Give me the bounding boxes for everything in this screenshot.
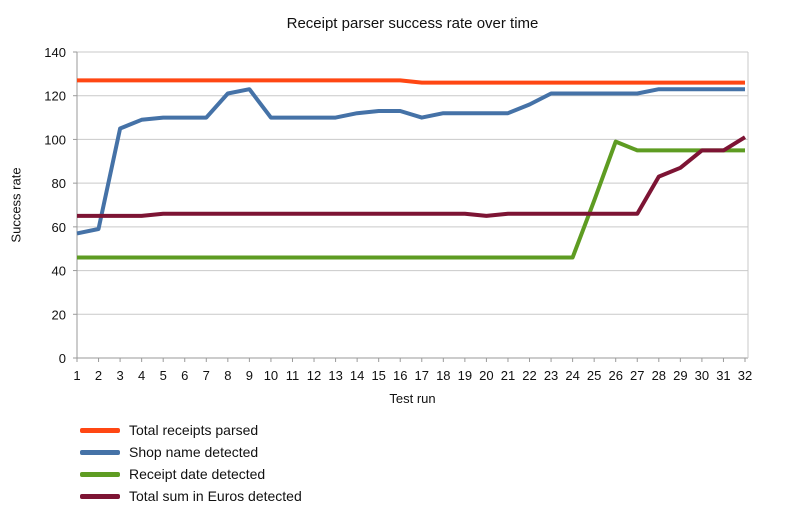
legend-label: Total receipts parsed bbox=[129, 422, 259, 438]
x-tick-label: 12 bbox=[307, 368, 321, 383]
x-tick-label: 4 bbox=[138, 368, 145, 383]
x-tick-label: 9 bbox=[246, 368, 253, 383]
legend-item: Total sum in Euros detected bbox=[80, 485, 302, 507]
x-tick-label: 20 bbox=[479, 368, 493, 383]
x-tick-label: 3 bbox=[116, 368, 123, 383]
x-tick-label: 30 bbox=[695, 368, 709, 383]
x-tick-label: 19 bbox=[458, 368, 472, 383]
x-tick-label: 5 bbox=[160, 368, 167, 383]
legend-swatch bbox=[80, 493, 120, 499]
x-tick-label: 17 bbox=[415, 368, 429, 383]
x-tick-label: 2 bbox=[95, 368, 102, 383]
legend-swatch bbox=[80, 427, 120, 433]
x-tick-label: 22 bbox=[522, 368, 536, 383]
legend-label: Shop name detected bbox=[129, 444, 259, 460]
y-tick-label: 40 bbox=[52, 264, 66, 279]
series-line-total-sum-in-euros-detected bbox=[77, 135, 747, 218]
x-tick-label: 6 bbox=[181, 368, 188, 383]
x-tick-label: 15 bbox=[371, 368, 385, 383]
y-tick-label: 120 bbox=[44, 89, 66, 104]
legend-label: Receipt date detected bbox=[129, 466, 266, 482]
series-line-receipt-date-detected bbox=[77, 139, 745, 260]
y-tick-label: 100 bbox=[44, 132, 66, 147]
y-tick-label: 60 bbox=[52, 220, 66, 235]
x-tick-label: 29 bbox=[673, 368, 687, 383]
y-tick-label: 140 bbox=[44, 45, 66, 60]
x-tick-label: 7 bbox=[203, 368, 210, 383]
x-tick-label: 28 bbox=[652, 368, 666, 383]
y-tick-label: 20 bbox=[52, 307, 66, 322]
x-tick-label: 14 bbox=[350, 368, 364, 383]
legend-item: Receipt date detected bbox=[80, 463, 302, 485]
legend-label: Total sum in Euros detected bbox=[129, 488, 302, 504]
y-tick-label: 80 bbox=[52, 176, 66, 191]
x-tick-label: 8 bbox=[224, 368, 231, 383]
x-tick-label: 31 bbox=[716, 368, 730, 383]
legend-swatch bbox=[80, 471, 120, 477]
x-tick-label: 26 bbox=[608, 368, 622, 383]
legend-item: Total receipts parsed bbox=[80, 419, 302, 441]
series-line-total-receipts-parsed bbox=[77, 78, 745, 85]
x-tick-label: 32 bbox=[738, 368, 752, 383]
y-tick-label: 0 bbox=[59, 351, 66, 366]
legend-item: Shop name detected bbox=[80, 441, 302, 463]
x-tick-label: 18 bbox=[436, 368, 450, 383]
x-tick-label: 25 bbox=[587, 368, 601, 383]
x-tick-label: 10 bbox=[264, 368, 278, 383]
series-line-shop-name-detected bbox=[76, 87, 745, 236]
legend-swatch bbox=[80, 449, 120, 455]
x-tick-label: 13 bbox=[328, 368, 342, 383]
x-axis-title: Test run bbox=[389, 391, 436, 406]
x-tick-label: 1 bbox=[73, 368, 80, 383]
x-tick-label: 23 bbox=[544, 368, 558, 383]
legend: Total receipts parsed Shop name detected R… bbox=[80, 419, 302, 507]
x-tick-label: 11 bbox=[286, 368, 300, 383]
y-axis-title: Success rate bbox=[8, 167, 24, 243]
x-tick-label: 16 bbox=[393, 368, 407, 383]
x-tick-label: 27 bbox=[630, 368, 644, 383]
x-tick-label: 24 bbox=[565, 368, 579, 383]
x-tick-label: 21 bbox=[501, 368, 515, 383]
chart-title: Receipt parser success rate over time bbox=[286, 15, 539, 32]
